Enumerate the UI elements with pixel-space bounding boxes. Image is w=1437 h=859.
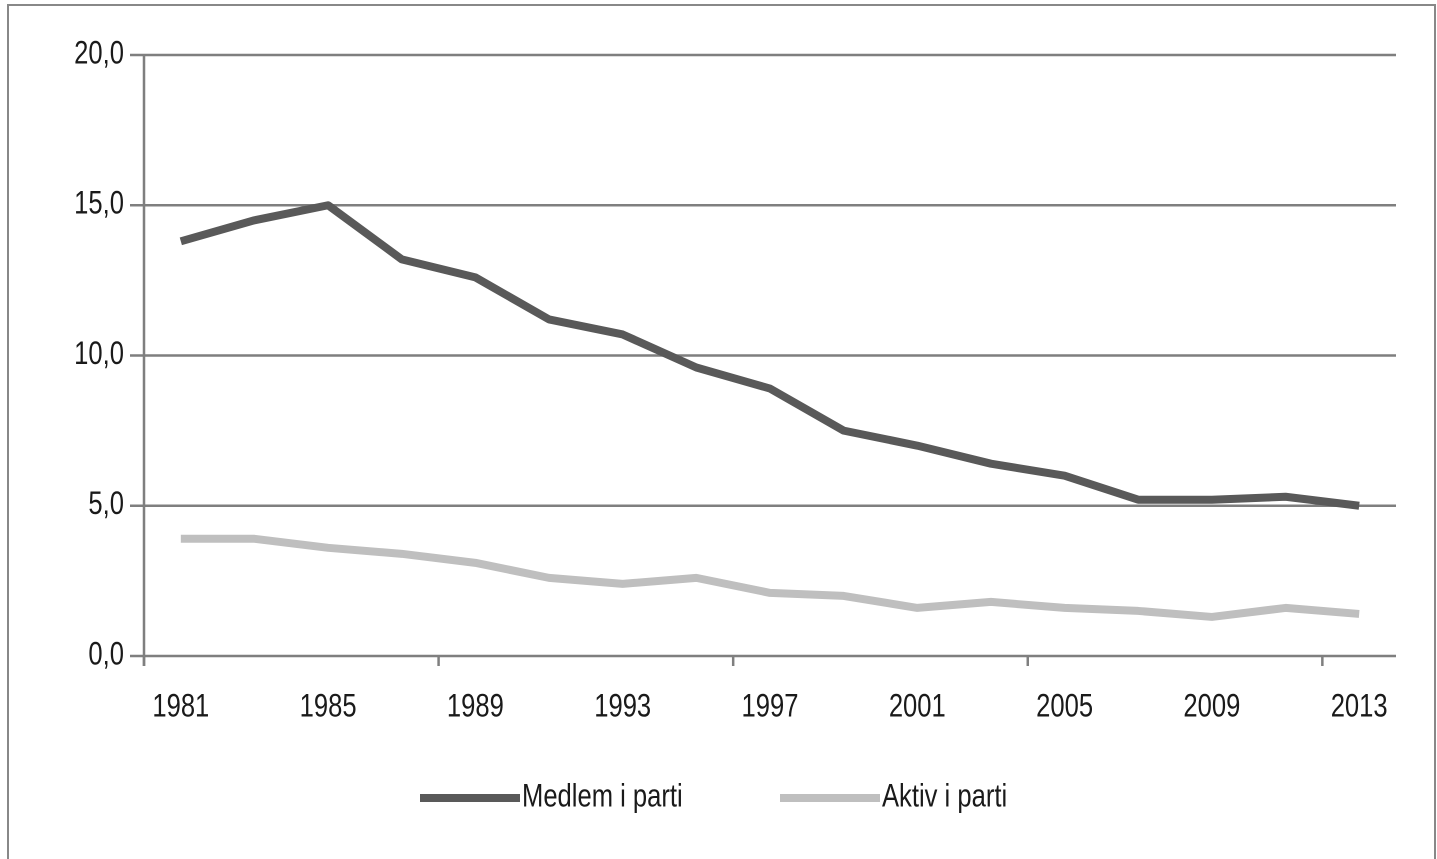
x-tick-label: 1997 [742, 689, 799, 724]
y-tick-label: 20,0 [74, 36, 124, 71]
x-tick-label: 2001 [889, 689, 946, 724]
x-tick-label: 1993 [594, 689, 651, 724]
frame [7, 4, 1436, 859]
x-tick-label: 1989 [447, 689, 504, 724]
legend-label: Aktiv i parti [882, 779, 1007, 814]
y-tick-label: 15,0 [74, 186, 124, 221]
y-tick-label: 0,0 [88, 637, 124, 672]
x-tick-label: 1981 [152, 689, 209, 724]
legend-label: Medlem i parti [522, 779, 683, 814]
y-tick-label: 10,0 [74, 336, 124, 371]
x-tick-label: 2005 [1036, 689, 1093, 724]
x-tick-label: 1985 [300, 689, 357, 724]
series-line [179, 201, 1360, 510]
x-tick-label: 2009 [1183, 689, 1240, 724]
series-line [180, 534, 1360, 621]
y-tick-label: 5,0 [88, 487, 124, 522]
x-tick-label: 2013 [1331, 689, 1388, 724]
